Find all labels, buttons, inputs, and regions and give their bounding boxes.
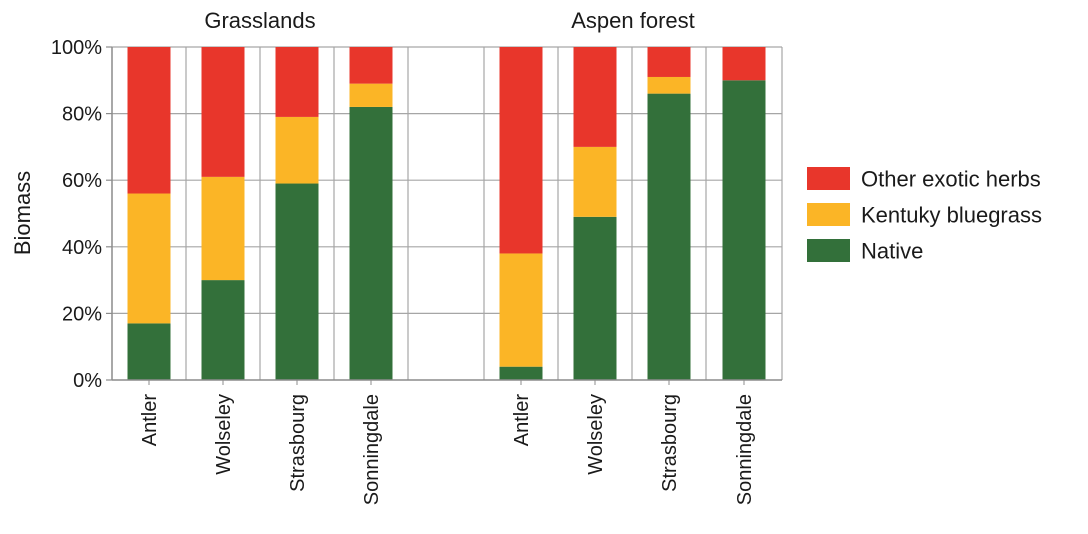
- x-tick-label: Wolseley: [213, 394, 235, 475]
- axes: [106, 46, 782, 385]
- bar-segment: [499, 366, 543, 380]
- x-tick-label: Antler: [511, 394, 533, 447]
- y-tick-label: 0%: [73, 370, 102, 392]
- y-tick-label: 80%: [62, 104, 102, 126]
- bar-segment: [127, 47, 171, 194]
- bar-segment: [275, 116, 319, 184]
- bar-segment: [349, 106, 393, 380]
- y-tick-label: 20%: [62, 303, 102, 325]
- x-tick-labels: Antler Wolseley Strasbourg Sonningdale Antle…: [139, 394, 756, 506]
- bar-segment: [499, 47, 543, 254]
- x-tick-label: Sonningdale: [361, 394, 383, 505]
- x-tick-label: Strasbourg: [287, 394, 309, 492]
- legend-swatch: [807, 167, 850, 190]
- y-tick-labels: 0% 20% 40% 60% 80% 100%: [51, 37, 102, 392]
- bar-segment: [647, 93, 691, 381]
- bar-segment: [722, 47, 766, 81]
- group-titles: Grasslands Aspen forest: [204, 8, 694, 33]
- x-tick-label: Wolseley: [585, 394, 607, 475]
- y-tick-label: 60%: [62, 170, 102, 192]
- x-tick-label: Sonningdale: [734, 394, 756, 505]
- bar-segment: [573, 47, 617, 147]
- bar-segment: [201, 176, 245, 281]
- x-tick-label: Strasbourg: [659, 394, 681, 492]
- bar-segment: [127, 193, 171, 324]
- y-axis-label: Biomass: [10, 171, 35, 255]
- legend-swatch: [807, 239, 850, 262]
- y-tick-label: 100%: [51, 37, 102, 59]
- y-tick-label: 40%: [62, 237, 102, 259]
- bar-segment: [201, 47, 245, 177]
- legend-label: Native: [861, 239, 923, 264]
- legend: Other exotic herbs Kentuky bluegrass Nativ…: [807, 167, 1042, 264]
- bar-segment: [499, 253, 543, 367]
- group-title: Aspen forest: [571, 8, 695, 33]
- bar-segment: [647, 47, 691, 77]
- legend-label: Kentuky bluegrass: [861, 203, 1042, 228]
- bar-segment: [275, 183, 319, 380]
- bar-segment: [722, 80, 766, 381]
- legend-swatch: [807, 203, 850, 226]
- bar-segment: [349, 47, 393, 84]
- bar-segment: [127, 323, 171, 380]
- bars: [127, 47, 766, 381]
- bar-segment: [201, 280, 245, 380]
- group-title: Grasslands: [204, 8, 315, 33]
- bar-segment: [349, 83, 393, 107]
- bar-segment: [647, 76, 691, 94]
- x-tick-label: Antler: [139, 394, 161, 447]
- bar-segment: [275, 47, 319, 117]
- bar-segment: [573, 216, 617, 380]
- legend-label: Other exotic herbs: [861, 167, 1041, 192]
- bar-segment: [573, 146, 617, 217]
